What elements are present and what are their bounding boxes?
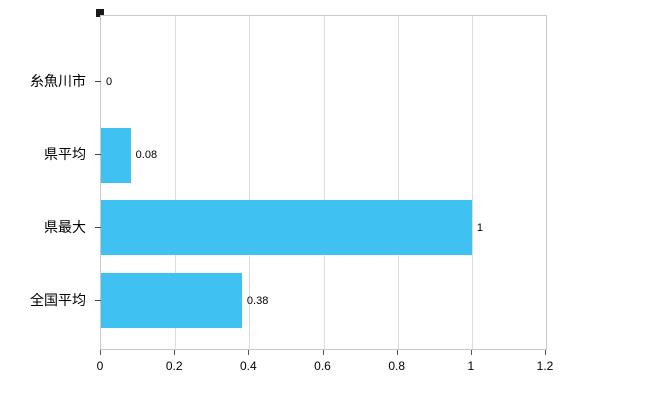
gridline <box>323 16 325 349</box>
category-label: 全国平均 <box>30 291 86 308</box>
y-axis-tick <box>95 154 101 156</box>
bar-value-label: 1 <box>476 221 483 234</box>
bar <box>101 200 472 256</box>
x-axis-tick-label: 1 <box>467 359 475 373</box>
x-axis-tick <box>248 350 250 355</box>
gridline <box>397 16 399 349</box>
bar-value-label: 0.38 <box>246 294 269 307</box>
x-axis-tick-label: 0.2 <box>165 359 183 373</box>
bar <box>101 127 131 183</box>
x-axis-tick <box>396 350 398 355</box>
x-axis-tick <box>100 350 101 355</box>
category-labels: 糸魚川市県平均県最大全国平均 <box>0 15 92 350</box>
x-axis-tick <box>545 350 546 355</box>
x-axis: 0 0.2 0.4 0.6 0.8 1 1.2 <box>96 350 553 382</box>
x-axis-tick <box>470 350 472 355</box>
x-axis-tick-label: 0.6 <box>314 359 331 373</box>
category-label: 県平均 <box>44 146 86 163</box>
plot-area: 0 0.08 1 0.38 <box>100 15 547 350</box>
x-axis-tick <box>322 350 324 355</box>
bar-value-label: 0.08 <box>135 149 158 162</box>
gridline <box>471 16 473 349</box>
x-axis-tick <box>174 350 176 355</box>
axis-top-marker <box>96 9 104 17</box>
gridline <box>175 16 177 349</box>
x-axis-tick-label: 0.8 <box>388 359 405 373</box>
x-axis-tick-label: 0.4 <box>239 359 257 373</box>
gridline <box>249 16 251 349</box>
category-label: 県最大 <box>44 218 86 235</box>
y-axis-tick <box>95 81 101 83</box>
category-label: 糸魚川市 <box>30 73 86 90</box>
x-axis-tick-label: 1.2 <box>536 359 554 373</box>
bar-value-label: 0 <box>106 76 113 89</box>
x-axis-tick-label: 0 <box>96 359 104 373</box>
bar <box>101 273 242 329</box>
y-axis-tick <box>95 226 101 228</box>
y-axis-tick <box>95 299 101 301</box>
